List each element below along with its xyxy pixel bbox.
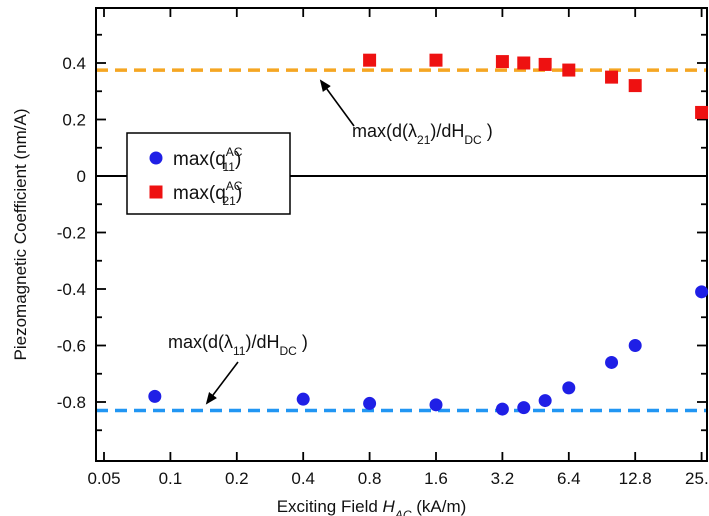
- data-points: [148, 53, 709, 416]
- series-1-point: [562, 381, 576, 395]
- x-tick-label: 12.8: [619, 469, 652, 488]
- x-tick-label: 0.8: [358, 469, 382, 488]
- y-tick-label: -0.2: [57, 224, 86, 243]
- series-1-point: [429, 398, 443, 412]
- x-tick-label: 0.1: [159, 469, 183, 488]
- legend-marker-square: [149, 185, 163, 199]
- legend-label-2: max(qAC 21): [173, 179, 243, 208]
- series-1-point: [363, 396, 377, 410]
- series-1-point: [517, 401, 531, 415]
- series-1-point: [605, 355, 619, 369]
- annotation-arrow-21: [319, 79, 355, 127]
- y-tick-label: -0.6: [57, 337, 86, 356]
- series-2-point: [628, 79, 642, 93]
- series-1-point: [495, 402, 509, 416]
- y-tick-label: 0: [77, 167, 86, 186]
- annotation-label-21: max(d(λ21)/dHDC ): [352, 121, 493, 147]
- legend-label-1: max(qAC 11): [173, 145, 243, 174]
- series-1-point: [628, 339, 642, 352]
- series-2-point: [429, 53, 443, 67]
- series-1-point: [296, 392, 310, 406]
- series-2-point: [495, 55, 509, 69]
- plot-frame: [95, 7, 708, 462]
- annotation-label-11: max(d(λ11)/dHDC ): [168, 332, 308, 358]
- series-2-point: [538, 57, 552, 71]
- series-2-point: [695, 105, 709, 119]
- y-axis-label: Piezomagnetic Coefficient (nm/A): [11, 109, 30, 361]
- x-tick-label: 3.2: [491, 469, 515, 488]
- legend: max(qAC 11) max(qAC 21): [126, 132, 291, 215]
- series-2-point: [605, 70, 619, 84]
- series-1-point: [538, 394, 552, 408]
- series-1-point: [695, 285, 709, 299]
- x-tick-label: 25.6: [685, 469, 709, 488]
- x-axis: 0.05 0.1 0.2 0.4 0.8 1.6 3.2 6.4 12.8 25.6: [87, 8, 709, 488]
- x-tick-label: 0.2: [225, 469, 249, 488]
- y-tick-label: -0.4: [57, 280, 86, 299]
- x-tick-label: 1.6: [424, 469, 448, 488]
- x-tick-label: 6.4: [557, 469, 581, 488]
- annotations: max(d(λ21)/dHDC ) max(d(λ11)/dHDC ): [168, 79, 493, 405]
- legend-marker-circle: [149, 151, 163, 165]
- legend-box: [126, 132, 291, 215]
- y-tick-label: 0.4: [62, 54, 86, 73]
- series-1-point: [148, 389, 162, 403]
- annotation-arrow-11: [205, 361, 239, 405]
- y-tick-label: -0.8: [57, 393, 86, 412]
- y-tick-label: 0.2: [62, 111, 86, 130]
- x-axis-label: Exciting Field HAC (kA/m): [277, 497, 467, 516]
- x-tick-label: 0.05: [87, 469, 120, 488]
- series-2-point: [363, 53, 377, 67]
- series-2-point: [517, 56, 531, 70]
- series-2-point: [562, 63, 576, 77]
- x-tick-label: 0.4: [291, 469, 315, 488]
